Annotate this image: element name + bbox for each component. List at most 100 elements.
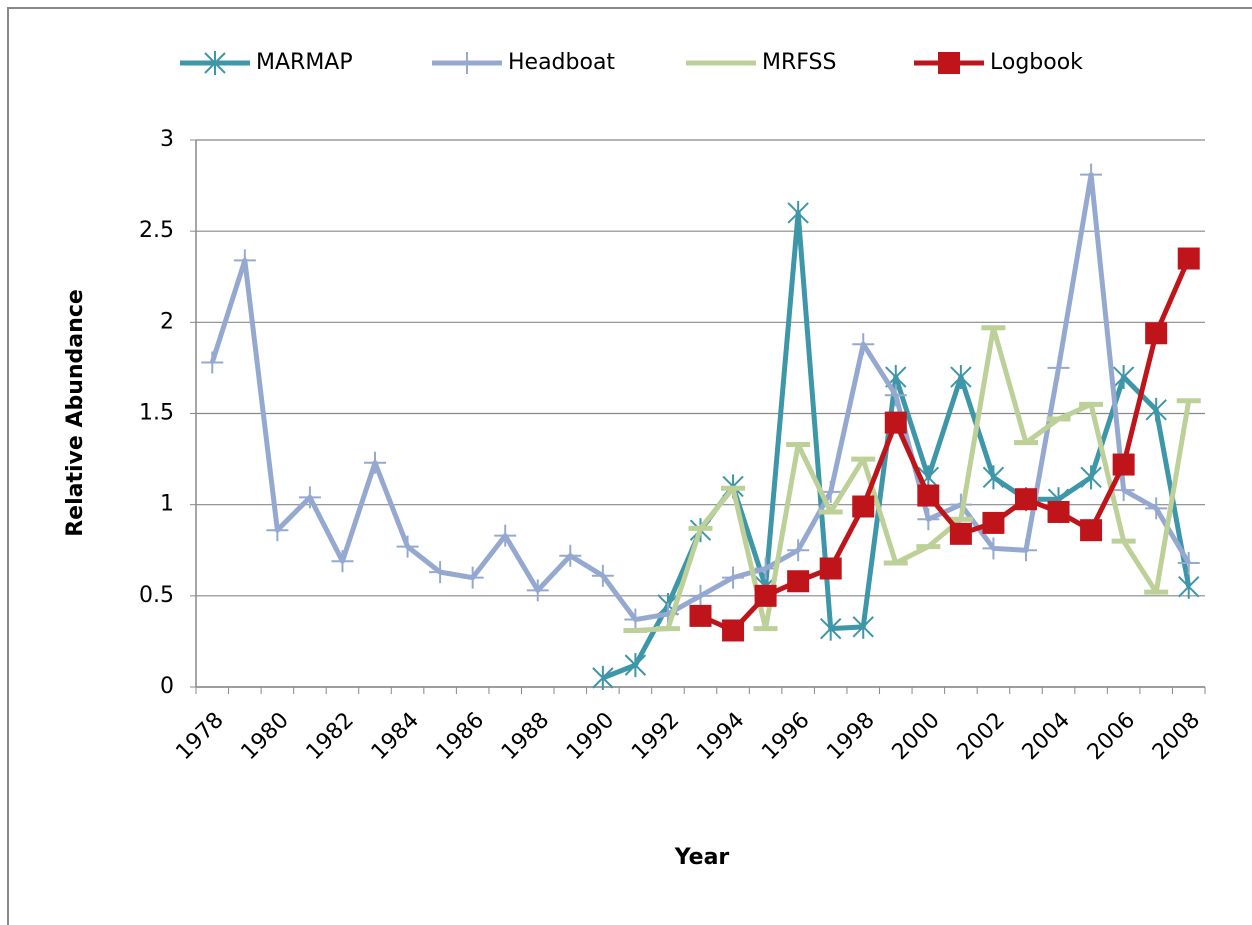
- marker: [982, 465, 1005, 490]
- marker: [1145, 322, 1168, 345]
- legend-label: MARMAP: [256, 50, 353, 75]
- marker: [787, 539, 810, 562]
- marker: [754, 557, 777, 580]
- marker: [917, 484, 940, 507]
- marker: [526, 579, 549, 602]
- y-tick-label: 3: [160, 127, 174, 152]
- x-tick-label: 2004: [1018, 708, 1075, 765]
- y-tick-label: 0.5: [139, 583, 174, 608]
- marker: [456, 52, 478, 74]
- marker: [559, 544, 582, 567]
- marker-square: [1014, 488, 1037, 511]
- marker-square: [689, 604, 712, 627]
- marker: [852, 495, 875, 518]
- marker: [266, 519, 289, 542]
- marker: [591, 564, 614, 587]
- marker: [938, 52, 960, 74]
- marker-square: [982, 511, 1005, 534]
- x-tick-label: 2006: [1083, 708, 1140, 765]
- marker: [233, 249, 256, 272]
- marker: [396, 535, 419, 558]
- marker-square: [852, 495, 875, 518]
- marker: [1112, 479, 1135, 502]
- x-tick-label: 1996: [757, 708, 814, 765]
- y-tick-label: 2.5: [139, 218, 174, 243]
- marker: [982, 511, 1005, 534]
- marker: [1112, 453, 1135, 476]
- x-tick-label: 1988: [497, 708, 554, 765]
- y-axis-title: Relative Abundance: [63, 289, 88, 537]
- marker: [1047, 500, 1070, 523]
- legend-label: MRFSS: [762, 50, 836, 75]
- marker: [689, 584, 712, 607]
- marker-square: [884, 411, 907, 434]
- marker-square: [819, 557, 842, 580]
- marker: [950, 365, 972, 390]
- marker: [331, 550, 354, 573]
- marker-square: [938, 52, 960, 74]
- frame: [7, 7, 1252, 925]
- marker: [1178, 574, 1200, 599]
- marker-square: [1177, 247, 1200, 270]
- marker: [1080, 163, 1103, 186]
- marker: [884, 384, 907, 407]
- series-line: [209, 172, 1191, 623]
- y-tick-label: 1.5: [139, 401, 174, 426]
- marker-square: [1080, 519, 1103, 542]
- marker: [787, 200, 809, 225]
- y-tick-label: 2: [160, 309, 174, 334]
- marker: [884, 411, 907, 434]
- marker-square: [1112, 453, 1135, 476]
- marker: [364, 451, 387, 474]
- marker: [1177, 552, 1200, 575]
- legend-label: Headboat: [508, 50, 615, 75]
- x-tick-label: 1998: [822, 708, 879, 765]
- marker: [298, 486, 321, 509]
- x-tick-label: 1980: [237, 708, 294, 765]
- x-tick-label: 2000: [888, 708, 945, 765]
- marker: [754, 584, 777, 607]
- legend-label: Logbook: [990, 50, 1083, 75]
- marker: [819, 557, 842, 580]
- marker: [1014, 539, 1037, 562]
- marker: [624, 653, 647, 678]
- x-tick-label: 2002: [953, 708, 1010, 765]
- marker: [982, 537, 1005, 560]
- marker: [1145, 497, 1168, 520]
- y-tick-label: 1: [160, 492, 174, 517]
- marker: [1080, 519, 1103, 542]
- marker-square: [787, 570, 810, 593]
- marker: [1047, 356, 1070, 379]
- marker: [624, 608, 647, 631]
- marker: [949, 522, 972, 545]
- marker: [1014, 488, 1037, 511]
- x-tick-label: 1994: [692, 708, 749, 765]
- x-tick-label: 1978: [171, 708, 228, 765]
- marker-square: [754, 584, 777, 607]
- series-line: [635, 325, 1192, 633]
- x-tick-label: 1986: [432, 708, 489, 765]
- marker: [917, 508, 940, 531]
- marker-square: [917, 484, 940, 507]
- marker-square: [949, 522, 972, 545]
- marker: [201, 351, 224, 374]
- x-tick-label: 1990: [562, 708, 619, 765]
- marker: [429, 561, 452, 584]
- marker: [787, 570, 810, 593]
- marker: [461, 566, 484, 589]
- y-tick-label: 0: [160, 674, 174, 699]
- x-tick-label: 2008: [1148, 708, 1205, 765]
- series-line: [699, 257, 1192, 633]
- x-axis-title: Year: [674, 845, 730, 870]
- marker: [204, 51, 226, 75]
- x-tick-label: 1984: [367, 708, 424, 765]
- marker: [592, 665, 614, 690]
- marker: [722, 566, 745, 589]
- marker: [1112, 365, 1135, 390]
- x-tick-label: 1982: [302, 708, 359, 765]
- marker: [722, 619, 745, 642]
- marker: [819, 616, 842, 641]
- marker: [689, 604, 712, 627]
- marker: [852, 333, 875, 356]
